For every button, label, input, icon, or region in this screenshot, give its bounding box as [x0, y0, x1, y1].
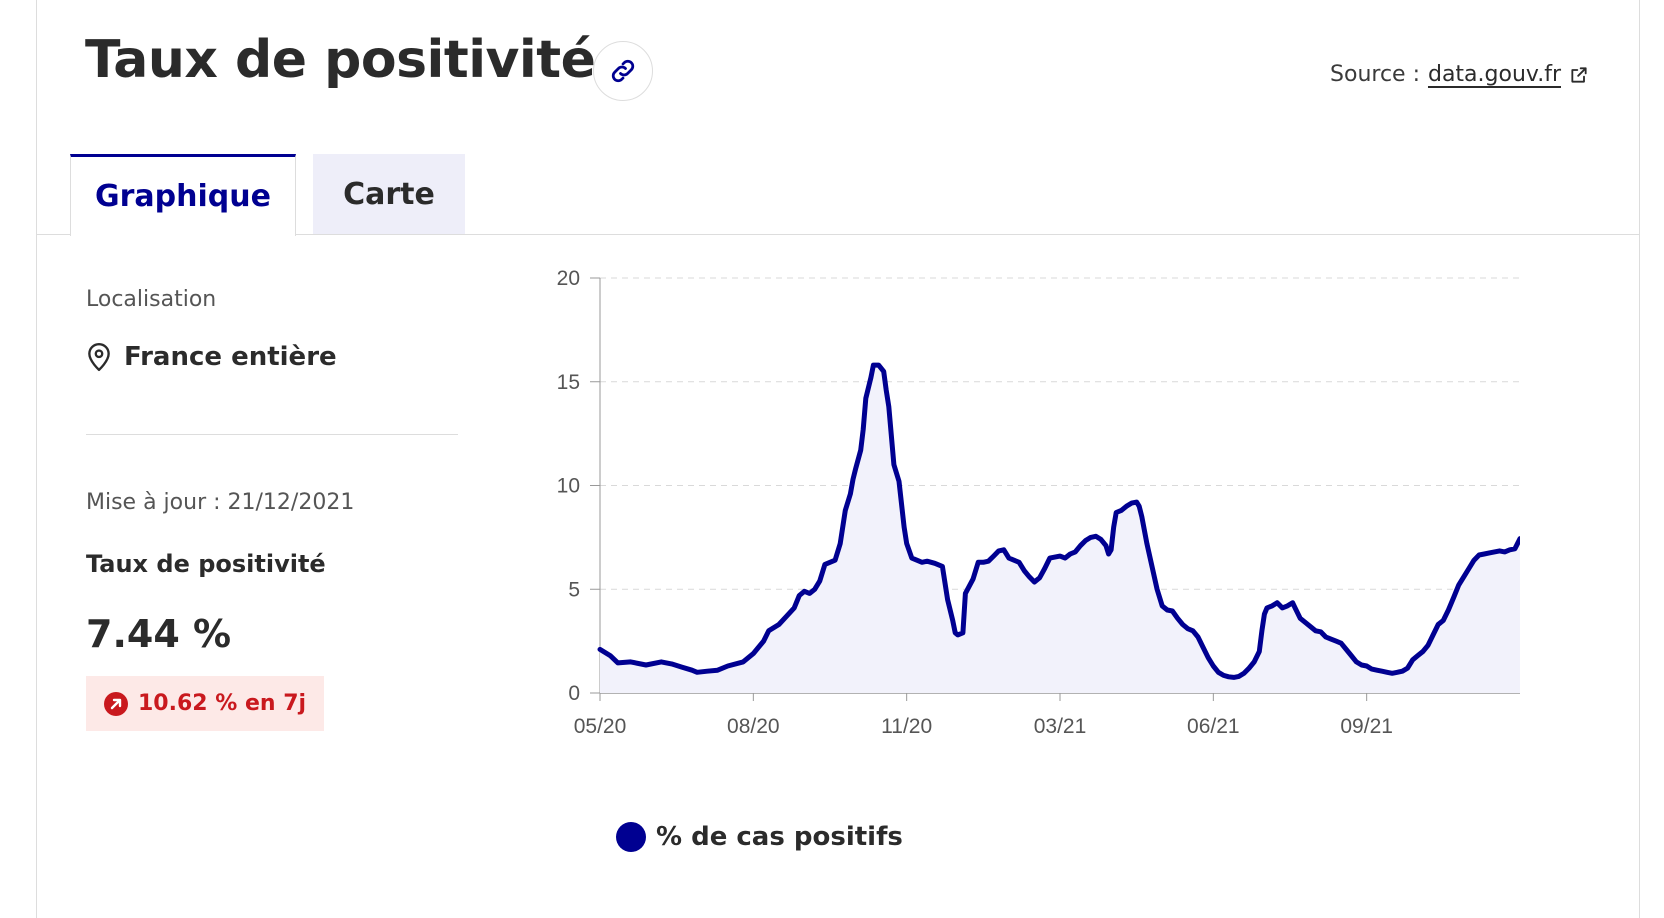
tab-graphique[interactable]: Graphique [70, 154, 296, 236]
y-tick-label-0: 0 [568, 682, 580, 705]
tabs-divider [36, 234, 1640, 235]
y-tick-label-20: 20 [557, 270, 580, 290]
external-link-icon [1571, 66, 1587, 83]
source-line: Source : data.gouv.fr [1330, 62, 1589, 87]
y-tick-label-10: 10 [557, 475, 580, 498]
legend-label: % de cas positifs [656, 822, 903, 852]
trend-text: 10.62 % en 7j [138, 691, 307, 716]
x-tick-label-4: 06/21 [1187, 715, 1240, 738]
last-updated: Mise à jour : 21/12/2021 [86, 490, 355, 515]
chart-legend[interactable]: % de cas positifs [616, 822, 903, 852]
metric-value: 7.44 % [86, 612, 232, 656]
x-tick-label-5: 09/21 [1340, 715, 1393, 738]
series-area-0 [600, 365, 1520, 693]
location-value[interactable]: France entière [86, 342, 337, 372]
link-icon [611, 59, 635, 83]
series-line-0 [597, 362, 1520, 680]
x-tick-label-1: 08/20 [727, 715, 780, 738]
source-link[interactable]: data.gouv.fr [1428, 62, 1589, 87]
sidebar-divider [86, 434, 458, 435]
page-title: Taux de positivité [85, 30, 596, 90]
arrow-up-right-icon [104, 691, 128, 716]
legend-swatch [616, 822, 646, 852]
location-label: Localisation [86, 287, 217, 312]
location-text: France entière [124, 342, 337, 372]
map-pin-icon [88, 342, 110, 372]
source-link-text: data.gouv.fr [1427, 62, 1561, 87]
tab-carte[interactable]: Carte [313, 154, 465, 234]
x-tick-label-2: 11/20 [881, 715, 932, 738]
trend-badge: 10.62 % en 7j [86, 676, 325, 731]
source-label: Source : [1330, 62, 1420, 87]
y-tick-label-5: 5 [568, 578, 580, 601]
x-tick-label-3: 03/21 [1034, 715, 1087, 738]
indicator-card [36, 0, 1640, 918]
x-tick-label-0: 05/20 [574, 715, 627, 738]
positivity-chart: 0 5 10 15 20 05/20 08/20 11/20 03/21 06/21 09/21 [557, 270, 1520, 738]
y-tick-label-15: 15 [557, 371, 580, 394]
metric-label: Taux de positivité [86, 550, 326, 578]
copy-link-button[interactable] [593, 41, 653, 101]
